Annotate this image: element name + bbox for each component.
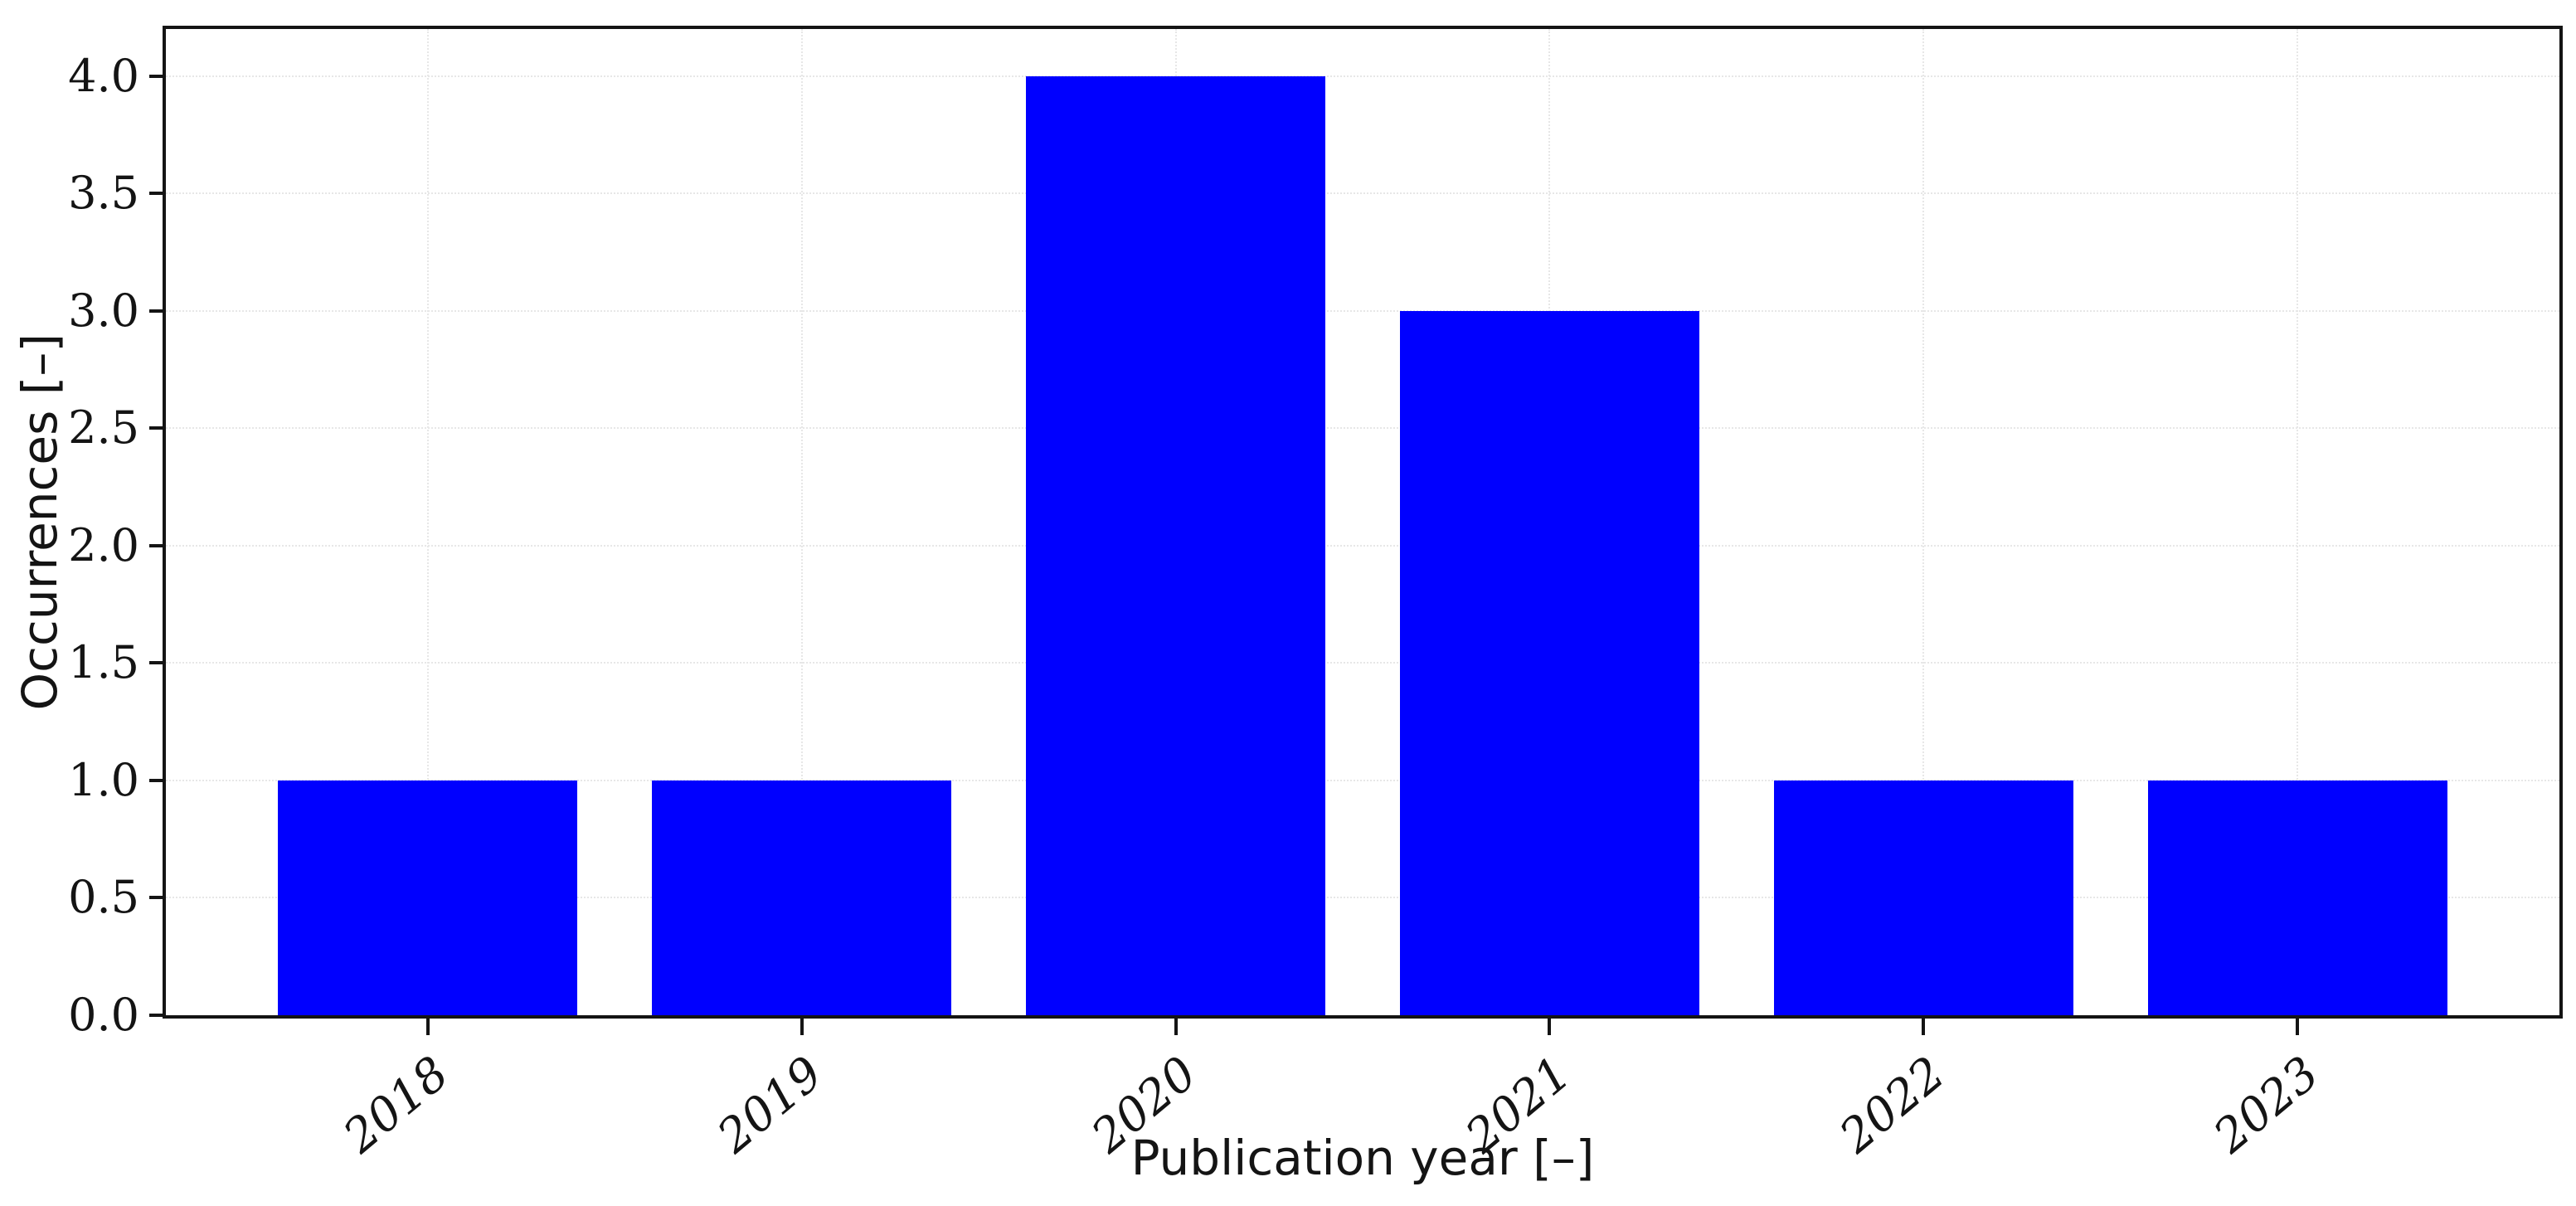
bar-2019: [652, 780, 951, 1015]
y-tick-2.5: [149, 426, 166, 430]
x-tick-2022: [1922, 1019, 1926, 1035]
x-tick-2020: [1174, 1019, 1178, 1035]
x-tick-2021: [1548, 1019, 1552, 1035]
y-tick-0.5: [149, 896, 166, 900]
y-tick-label-1.0: 1.0: [68, 753, 139, 806]
y-tick-label-2.5: 2.5: [68, 401, 139, 455]
x-tick-2019: [800, 1019, 804, 1035]
y-tick-0.0: [149, 1014, 166, 1017]
bar-2020: [1026, 75, 1325, 1015]
h-gridline-1.0: [166, 779, 2559, 781]
h-gridline-1.5: [166, 662, 2559, 664]
plot-area: [163, 26, 2563, 1019]
y-tick-label-3.5: 3.5: [68, 167, 139, 220]
bar-2021: [1400, 310, 1699, 1015]
y-tick-label-4.0: 4.0: [68, 49, 139, 102]
y-tick-label-0.0: 0.0: [68, 989, 139, 1041]
y-tick-4.0: [149, 74, 166, 78]
bar-2018: [278, 780, 578, 1015]
h-gridline-2.0: [166, 544, 2559, 547]
y-tick-3.0: [149, 309, 166, 313]
y-tick-label-1.5: 1.5: [68, 636, 139, 689]
y-tick-3.5: [149, 192, 166, 196]
y-tick-2.0: [149, 543, 166, 547]
h-gridline-4.0: [166, 75, 2559, 77]
h-gridline-2.5: [166, 427, 2559, 430]
v-gridline-2018: [426, 29, 429, 1015]
v-gridline-2023: [2297, 29, 2299, 1015]
h-gridline-3.5: [166, 192, 2559, 195]
y-tick-1.0: [149, 778, 166, 782]
y-tick-label-2.0: 2.0: [68, 518, 139, 571]
v-gridline-2019: [800, 29, 803, 1015]
bar-2022: [1774, 780, 2073, 1015]
y-axis-label: Occurrences [–]: [0, 26, 80, 1019]
x-axis-label: Publication year [–]: [1130, 1130, 1595, 1186]
v-gridline-2022: [1922, 29, 1925, 1015]
x-tick-2023: [2296, 1019, 2300, 1035]
y-tick-label-3.0: 3.0: [68, 284, 139, 337]
bar-2023: [2147, 780, 2447, 1015]
x-tick-2018: [425, 1019, 430, 1035]
y-tick-label-0.5: 0.5: [68, 871, 139, 924]
y-tick-1.5: [149, 661, 166, 665]
h-gridline-3.0: [166, 309, 2559, 312]
y-axis-label-text: Occurrences [–]: [12, 333, 68, 711]
h-gridline-0.5: [166, 897, 2559, 899]
